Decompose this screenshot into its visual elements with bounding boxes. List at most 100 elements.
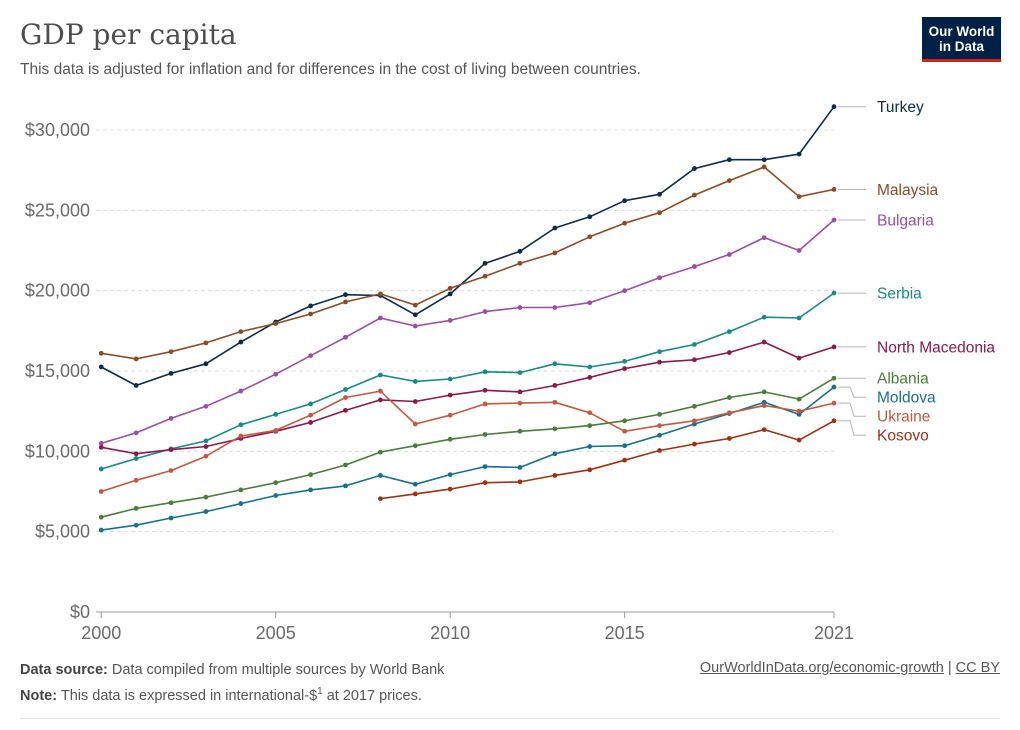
data-point xyxy=(517,428,523,434)
data-point xyxy=(447,285,453,291)
data-point xyxy=(133,456,139,461)
data-point xyxy=(552,361,558,367)
data-point xyxy=(796,408,802,414)
data-point xyxy=(552,399,558,405)
owid-logo[interactable]: Our World in Data xyxy=(922,17,1001,62)
data-point xyxy=(622,428,628,434)
data-point xyxy=(761,235,767,241)
data-point xyxy=(692,264,697,269)
y-tick-label: $10,000 xyxy=(25,441,90,461)
note-tail: at 2017 prices. xyxy=(322,687,422,704)
data-point xyxy=(343,483,348,489)
license-link[interactable]: CC BY xyxy=(955,660,1000,676)
chart-subtitle: This data is adjusted for inflation and … xyxy=(20,61,641,78)
data-point xyxy=(622,366,628,371)
data-point xyxy=(622,358,628,364)
data-source-line: Data source: Data compiled from multiple… xyxy=(20,660,444,681)
data-point xyxy=(657,448,662,453)
data-point xyxy=(657,359,662,365)
data-point xyxy=(482,401,488,407)
data-point xyxy=(726,157,732,163)
series-line-malaysia xyxy=(101,166,835,360)
data-point xyxy=(587,375,593,380)
data-point xyxy=(168,468,174,474)
data-point xyxy=(412,491,418,497)
data-point xyxy=(587,214,593,220)
data-point xyxy=(692,357,697,363)
data-point xyxy=(726,410,732,416)
data-point xyxy=(517,248,523,254)
data-point xyxy=(552,473,558,478)
data-point xyxy=(133,430,139,436)
data-point xyxy=(692,403,697,409)
data-point xyxy=(343,407,348,413)
label-connector xyxy=(838,386,866,398)
data-point xyxy=(133,505,139,511)
footer-links: OurWorldInData.org/economic-growth | CC … xyxy=(700,660,1000,676)
data-point xyxy=(98,350,104,356)
data-point xyxy=(308,353,313,359)
data-point xyxy=(412,399,418,404)
series-line-ukraine xyxy=(100,390,835,493)
data-point xyxy=(343,292,348,298)
y-tick-label: $5,000 xyxy=(35,522,90,542)
series-label-turkey: Turkey xyxy=(877,99,924,116)
data-point xyxy=(761,164,767,170)
data-point xyxy=(133,477,139,483)
data-point xyxy=(831,384,837,390)
data-point xyxy=(726,252,732,257)
data-point xyxy=(796,151,802,157)
logo-line-1: Our World xyxy=(928,24,995,39)
data-point xyxy=(587,364,593,370)
data-point xyxy=(622,198,628,204)
series-line-kosovo xyxy=(380,420,835,500)
data-point xyxy=(203,453,209,459)
data-point xyxy=(622,288,628,294)
data-point xyxy=(517,479,523,485)
data-point xyxy=(482,273,488,279)
data-point xyxy=(482,480,488,486)
data-point xyxy=(377,388,383,394)
data-point xyxy=(412,323,418,329)
data-point xyxy=(482,260,488,266)
data-point xyxy=(552,451,558,457)
data-point xyxy=(168,371,174,376)
data-point xyxy=(238,501,244,506)
data-point xyxy=(343,462,348,468)
x-tick-label: 2021 xyxy=(814,623,854,643)
series-label-north-macedonia: North Macedonia xyxy=(877,339,995,356)
data-point xyxy=(238,422,244,428)
data-point xyxy=(308,487,313,493)
data-point xyxy=(133,451,139,457)
data-point xyxy=(796,437,802,443)
y-tick-label: $0 xyxy=(70,602,90,622)
chart-title: GDP per capita xyxy=(20,18,237,51)
data-point xyxy=(203,340,209,346)
data-point xyxy=(692,441,697,447)
data-point xyxy=(587,410,593,416)
data-point xyxy=(98,514,104,520)
footer-divider xyxy=(20,718,1000,719)
data-point xyxy=(587,444,593,449)
data-point xyxy=(796,355,802,361)
source-link[interactable]: OurWorldInData.org/economic-growth xyxy=(699,660,944,676)
data-point xyxy=(412,443,418,449)
data-point xyxy=(482,387,488,393)
series-label-serbia: Serbia xyxy=(877,286,922,303)
logo-line-2: in Data xyxy=(938,39,984,54)
data-point xyxy=(657,423,662,429)
y-tick-label: $20,000 xyxy=(25,281,90,301)
data-point xyxy=(552,250,558,256)
data-point xyxy=(377,291,383,297)
data-point xyxy=(761,389,767,395)
data-point xyxy=(622,220,628,226)
data-point xyxy=(203,361,209,367)
data-point xyxy=(657,191,662,197)
label-connector xyxy=(838,420,866,436)
data-point xyxy=(657,411,662,417)
data-point xyxy=(98,466,104,472)
data-point xyxy=(133,356,139,362)
data-point xyxy=(273,411,279,417)
data-point xyxy=(587,300,593,306)
line-chart[interactable]: $0 $5,000 $10,000 $15,000 $20,000 $25,000 $30,… xyxy=(0,0,1020,650)
